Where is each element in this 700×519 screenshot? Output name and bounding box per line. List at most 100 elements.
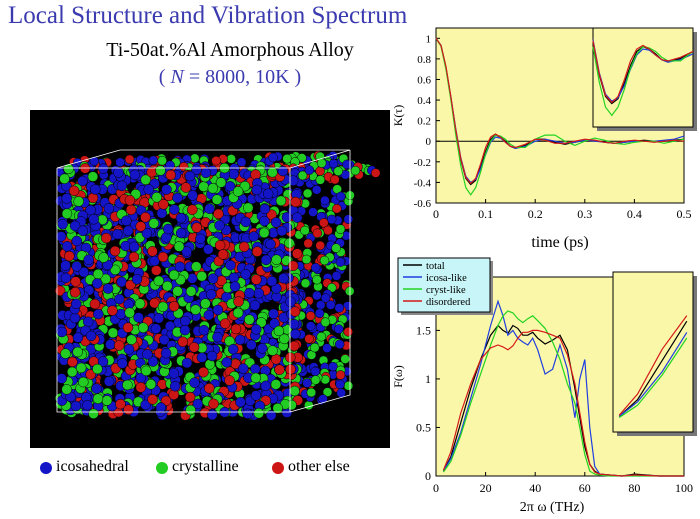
atom xyxy=(253,407,265,419)
atom xyxy=(238,363,249,374)
series-line-disordered xyxy=(435,37,685,185)
atom xyxy=(268,152,278,163)
atom xyxy=(270,217,282,228)
atom xyxy=(172,286,183,297)
atom xyxy=(122,322,134,333)
atom xyxy=(181,246,192,257)
atom xyxy=(232,307,244,319)
atom xyxy=(334,324,344,334)
legend-other-label: other else xyxy=(288,458,350,475)
atom xyxy=(92,393,104,404)
atom xyxy=(318,394,328,404)
x-tick-label: 0.4 xyxy=(627,207,642,221)
atom xyxy=(251,246,263,257)
atom xyxy=(300,278,311,289)
atom xyxy=(117,358,128,369)
legend-crystalline-label: crystalline xyxy=(172,458,239,475)
atom xyxy=(124,195,136,206)
atom xyxy=(147,394,158,405)
atom xyxy=(156,207,168,219)
atom xyxy=(259,215,270,227)
atom xyxy=(137,322,149,333)
atom xyxy=(271,254,282,265)
box-right-edges xyxy=(289,150,351,413)
atom xyxy=(101,232,112,244)
page-subtitle: Ti-50at.%Al Amorphous Alloy xyxy=(106,39,354,61)
atom xyxy=(181,357,193,369)
atom xyxy=(168,269,180,281)
simulation-params: ( N = 8000, 10K ) xyxy=(158,66,302,88)
atom xyxy=(140,365,152,377)
series-line-disordered xyxy=(442,329,684,477)
atom xyxy=(191,222,203,233)
atom xyxy=(88,408,99,419)
atom xyxy=(198,324,210,336)
inset-line-cryst xyxy=(592,46,694,117)
atom xyxy=(314,308,325,319)
atom xyxy=(61,241,73,252)
atom xyxy=(142,349,153,360)
atom xyxy=(315,240,325,251)
legend-label: icosa-like xyxy=(426,273,467,284)
atom xyxy=(257,343,268,354)
atom xyxy=(179,324,191,336)
atom xyxy=(172,192,183,204)
atom xyxy=(177,336,189,348)
atom xyxy=(343,327,353,337)
atom xyxy=(207,183,219,194)
atom xyxy=(343,214,354,224)
atom xyxy=(61,193,72,204)
atom xyxy=(60,260,71,271)
atom xyxy=(331,271,342,281)
atom xyxy=(320,195,330,206)
atom xyxy=(230,323,242,335)
atom xyxy=(328,158,339,169)
x-tick-label: 20 xyxy=(480,481,492,495)
atom xyxy=(77,175,88,187)
atom xyxy=(258,227,270,239)
legend-label: total xyxy=(426,261,445,272)
atom xyxy=(305,311,316,321)
atom xyxy=(227,343,239,355)
atom xyxy=(189,377,200,388)
atom xyxy=(129,169,141,181)
atom xyxy=(140,212,151,223)
atom xyxy=(73,196,84,207)
atom xyxy=(276,225,288,237)
atom xyxy=(290,328,301,340)
atom xyxy=(336,388,346,398)
atom xyxy=(175,227,187,239)
atom xyxy=(204,203,215,214)
atom xyxy=(141,228,153,239)
atom xyxy=(77,225,89,237)
y-tick-label: 1.5 xyxy=(416,323,431,337)
atom xyxy=(153,275,165,287)
atom xyxy=(325,300,336,310)
atom xyxy=(334,339,345,350)
atom xyxy=(70,400,82,412)
atom xyxy=(302,188,313,199)
atom xyxy=(92,363,103,375)
atom xyxy=(291,212,303,223)
atom xyxy=(115,398,126,410)
atom xyxy=(322,387,333,397)
x-tick-label: 40 xyxy=(529,481,541,495)
inset-frame xyxy=(592,27,694,128)
atom xyxy=(196,352,208,363)
atom xyxy=(275,195,287,207)
atom xyxy=(315,175,326,185)
atom xyxy=(188,342,200,353)
atom xyxy=(335,257,346,267)
atom xyxy=(242,202,254,214)
x-axis-label: time (ps) xyxy=(531,234,588,251)
atom xyxy=(238,241,250,253)
atom xyxy=(297,170,308,181)
atom xyxy=(97,356,109,367)
atom xyxy=(301,254,312,265)
atom xyxy=(370,168,381,178)
atom xyxy=(272,402,283,414)
atom xyxy=(308,207,318,217)
atom xyxy=(69,312,81,324)
atom xyxy=(67,356,78,368)
atom xyxy=(319,218,329,228)
